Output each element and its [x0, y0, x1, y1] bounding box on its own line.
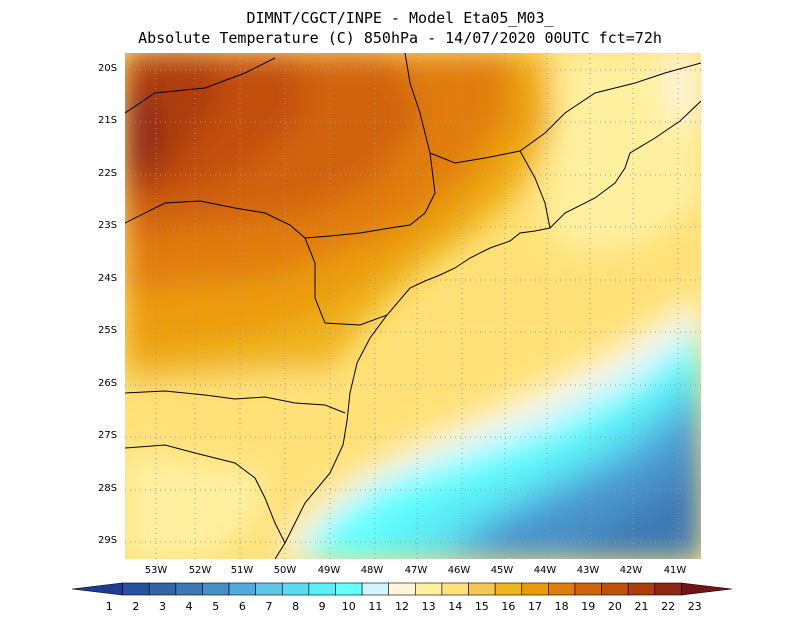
colorbar-swatch [122, 582, 150, 596]
colorbar-swatch [601, 582, 629, 596]
colorbar-swatch [521, 582, 549, 596]
colorbar-label: 8 [292, 600, 299, 613]
colorbar-swatch [175, 582, 203, 596]
colorbar-label: 14 [448, 600, 462, 613]
lon-label: 44W [533, 565, 557, 576]
colorbar-swatch [361, 582, 389, 596]
colorbar-label: 9 [319, 600, 326, 613]
colorbar-swatch [654, 582, 682, 596]
lon-label: 53W [144, 565, 168, 576]
colorbar-swatch [281, 582, 310, 596]
lon-label: 48W [360, 565, 384, 576]
lon-label: 50W [273, 565, 297, 576]
colorbar-label: 19 [581, 600, 595, 613]
colorbar-label: 5 [212, 600, 219, 613]
colorbar-label: 10 [342, 600, 356, 613]
colorbar-swatch [441, 582, 469, 596]
colorbar-swatch [468, 582, 496, 596]
colorbar-label: 18 [555, 600, 569, 613]
lon-label: 47W [404, 565, 428, 576]
lon-label: 45W [490, 565, 514, 576]
lon-label: 46W [447, 565, 471, 576]
chart-title-line1: DIMNT/CGCT/INPE - Model Eta05_M03_ [246, 9, 554, 27]
colorbar-label: 1 [106, 600, 113, 613]
colorbar-swatch [494, 582, 523, 596]
colorbar-swatch [627, 582, 656, 596]
colorbar-label: 3 [159, 600, 166, 613]
colorbar-label: 13 [422, 600, 436, 613]
lat-label: 21S [98, 115, 118, 126]
lon-label: 43W [576, 565, 600, 576]
lat-label: 25S [98, 325, 118, 336]
colorbar-swatch [202, 582, 230, 596]
lat-label: 20S [98, 63, 118, 74]
colorbar-label: 21 [634, 600, 648, 613]
colorbar-swatch [228, 582, 256, 596]
colorbar-swatch [72, 582, 123, 596]
lon-label: 41W [663, 565, 687, 576]
temperature-map [125, 53, 701, 559]
lat-label: 29S [98, 535, 118, 546]
colorbar-label: 2 [132, 600, 139, 613]
colorbar-swatch [388, 582, 416, 596]
lon-label: 52W [188, 565, 212, 576]
colorbar-swatch [148, 582, 177, 596]
lat-label: 28S [98, 483, 118, 494]
chart-title-line2: Absolute Temperature (C) 850hPa - 14/07/… [138, 29, 662, 47]
colorbar-swatch [681, 582, 732, 596]
colorbar-legend: 1 2 3 4 5 6 7 8 9 10 11 12 13 14 15 16 17 18 19 20 21 22 23 [72, 582, 732, 613]
colorbar-label: 12 [395, 600, 409, 613]
colorbar-label: 20 [608, 600, 622, 613]
lon-label: 42W [619, 565, 643, 576]
colorbar-swatch [574, 582, 602, 596]
colorbar-label: 23 [688, 600, 702, 613]
colorbar-swatch [335, 582, 363, 596]
colorbar-label: 7 [265, 600, 272, 613]
lat-label: 23S [98, 220, 118, 231]
colorbar-swatch [255, 582, 283, 596]
lat-label: 22S [98, 168, 118, 179]
colorbar-label: 16 [501, 600, 515, 613]
temperature-field [125, 53, 701, 559]
colorbar-label: 11 [368, 600, 382, 613]
colorbar-swatch [548, 582, 576, 596]
colorbar-swatch [308, 582, 336, 596]
colorbar-swatch [415, 582, 443, 596]
colorbar-label: 17 [528, 600, 542, 613]
lon-label: 51W [230, 565, 254, 576]
colorbar-label: 6 [239, 600, 246, 613]
lat-label: 24S [98, 273, 118, 284]
lat-label: 26S [98, 378, 118, 389]
colorbar-label: 22 [661, 600, 675, 613]
lon-label: 49W [317, 565, 341, 576]
colorbar-label: 15 [475, 600, 489, 613]
lat-label: 27S [98, 430, 118, 441]
colorbar-label: 4 [186, 600, 193, 613]
